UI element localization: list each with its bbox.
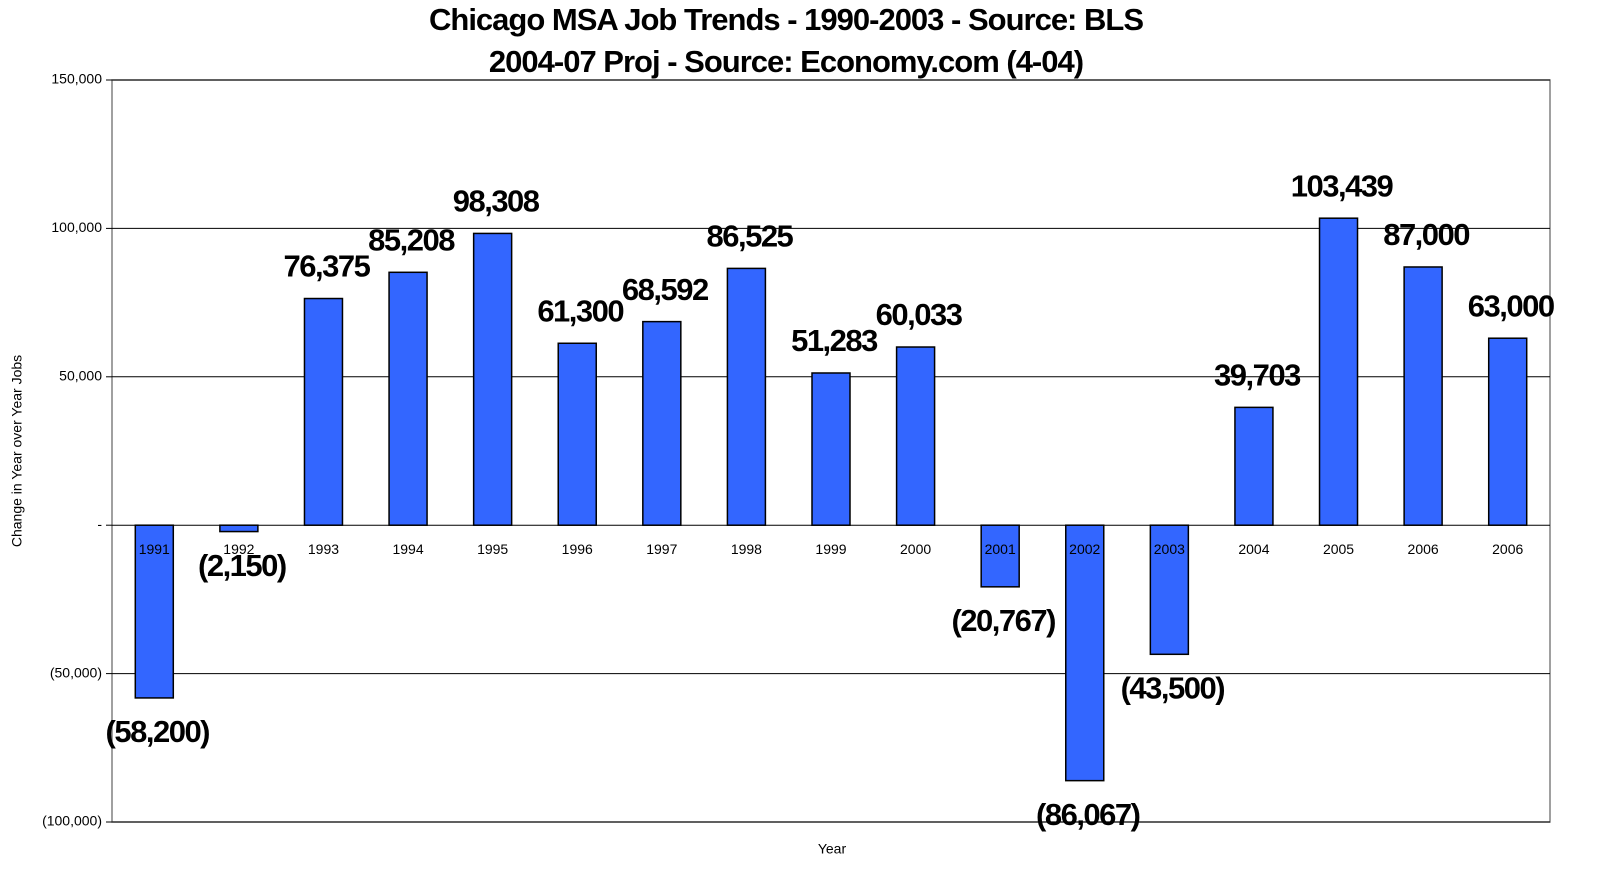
bar bbox=[557, 342, 597, 526]
data-label: (58,200) bbox=[106, 714, 210, 749]
bar bbox=[134, 524, 175, 699]
data-label: (43,500) bbox=[1121, 670, 1225, 705]
bar bbox=[303, 297, 344, 526]
x-tick-label: 1994 bbox=[392, 541, 423, 557]
chart-subtitle: 2004-07 Proj - Source: Economy.com (4-04… bbox=[489, 44, 1083, 79]
x-tick-label: 1999 bbox=[815, 541, 846, 557]
data-label: 63,000 bbox=[1468, 288, 1554, 323]
data-label: (86,067) bbox=[1036, 797, 1140, 832]
data-label: 86,525 bbox=[706, 219, 793, 254]
y-tick-label: 50,000 bbox=[59, 368, 102, 384]
bar bbox=[388, 271, 428, 526]
x-tick-label: 2005 bbox=[1323, 541, 1354, 557]
x-tick-label: 1993 bbox=[308, 541, 339, 557]
bar bbox=[472, 232, 513, 526]
data-label: 51,283 bbox=[791, 323, 878, 358]
bar bbox=[726, 267, 767, 526]
x-tick-label: 2006 bbox=[1492, 541, 1523, 557]
data-label: 68,592 bbox=[622, 272, 708, 307]
x-axis-label: Year bbox=[818, 841, 847, 857]
x-tick-label: 2004 bbox=[1238, 541, 1269, 557]
data-label: 61,300 bbox=[537, 293, 623, 328]
bar bbox=[980, 524, 1020, 588]
data-label: 87,000 bbox=[1383, 217, 1469, 252]
bar bbox=[895, 346, 936, 526]
x-tick-label: 1996 bbox=[562, 541, 593, 557]
bar bbox=[642, 320, 682, 526]
x-tick-label: 1991 bbox=[139, 541, 170, 557]
bar bbox=[1065, 524, 1105, 782]
y-tick-label: 100,000 bbox=[51, 219, 102, 235]
x-tick-label: 2006 bbox=[1408, 541, 1439, 557]
bar bbox=[1487, 337, 1528, 526]
bar bbox=[219, 524, 259, 533]
bar bbox=[811, 372, 851, 526]
x-tick-label: 2000 bbox=[900, 541, 931, 557]
bar bbox=[1234, 406, 1274, 526]
data-label: 76,375 bbox=[284, 249, 371, 284]
y-tick-label: (50,000) bbox=[50, 664, 102, 680]
data-label: (2,150) bbox=[198, 548, 286, 583]
data-label: 60,033 bbox=[876, 297, 963, 332]
bar bbox=[1149, 524, 1190, 656]
x-tick-label: 1997 bbox=[646, 541, 677, 557]
bar bbox=[1403, 266, 1443, 526]
x-tick-label: 1992 bbox=[223, 541, 254, 557]
data-label: (20,767) bbox=[951, 603, 1055, 638]
chart-title: Chicago MSA Job Trends - 1990-2003 - Sou… bbox=[429, 2, 1143, 37]
data-label: 39,703 bbox=[1214, 358, 1301, 393]
data-label: 85,208 bbox=[368, 222, 455, 257]
y-tick-label: - bbox=[97, 516, 102, 532]
y-axis-label: Change in Year over Year Jobs bbox=[9, 355, 25, 547]
x-tick-label: 2003 bbox=[1154, 541, 1185, 557]
bar bbox=[1318, 217, 1359, 526]
x-tick-label: 1995 bbox=[477, 541, 508, 557]
data-label: 103,439 bbox=[1291, 168, 1394, 203]
x-tick-label: 2002 bbox=[1069, 541, 1100, 557]
x-tick-label: 2001 bbox=[985, 541, 1016, 557]
y-tick-label: (100,000) bbox=[42, 813, 102, 829]
x-tick-label: 1998 bbox=[731, 541, 762, 557]
y-tick-label: 150,000 bbox=[51, 71, 102, 87]
data-label: 98,308 bbox=[453, 184, 540, 219]
